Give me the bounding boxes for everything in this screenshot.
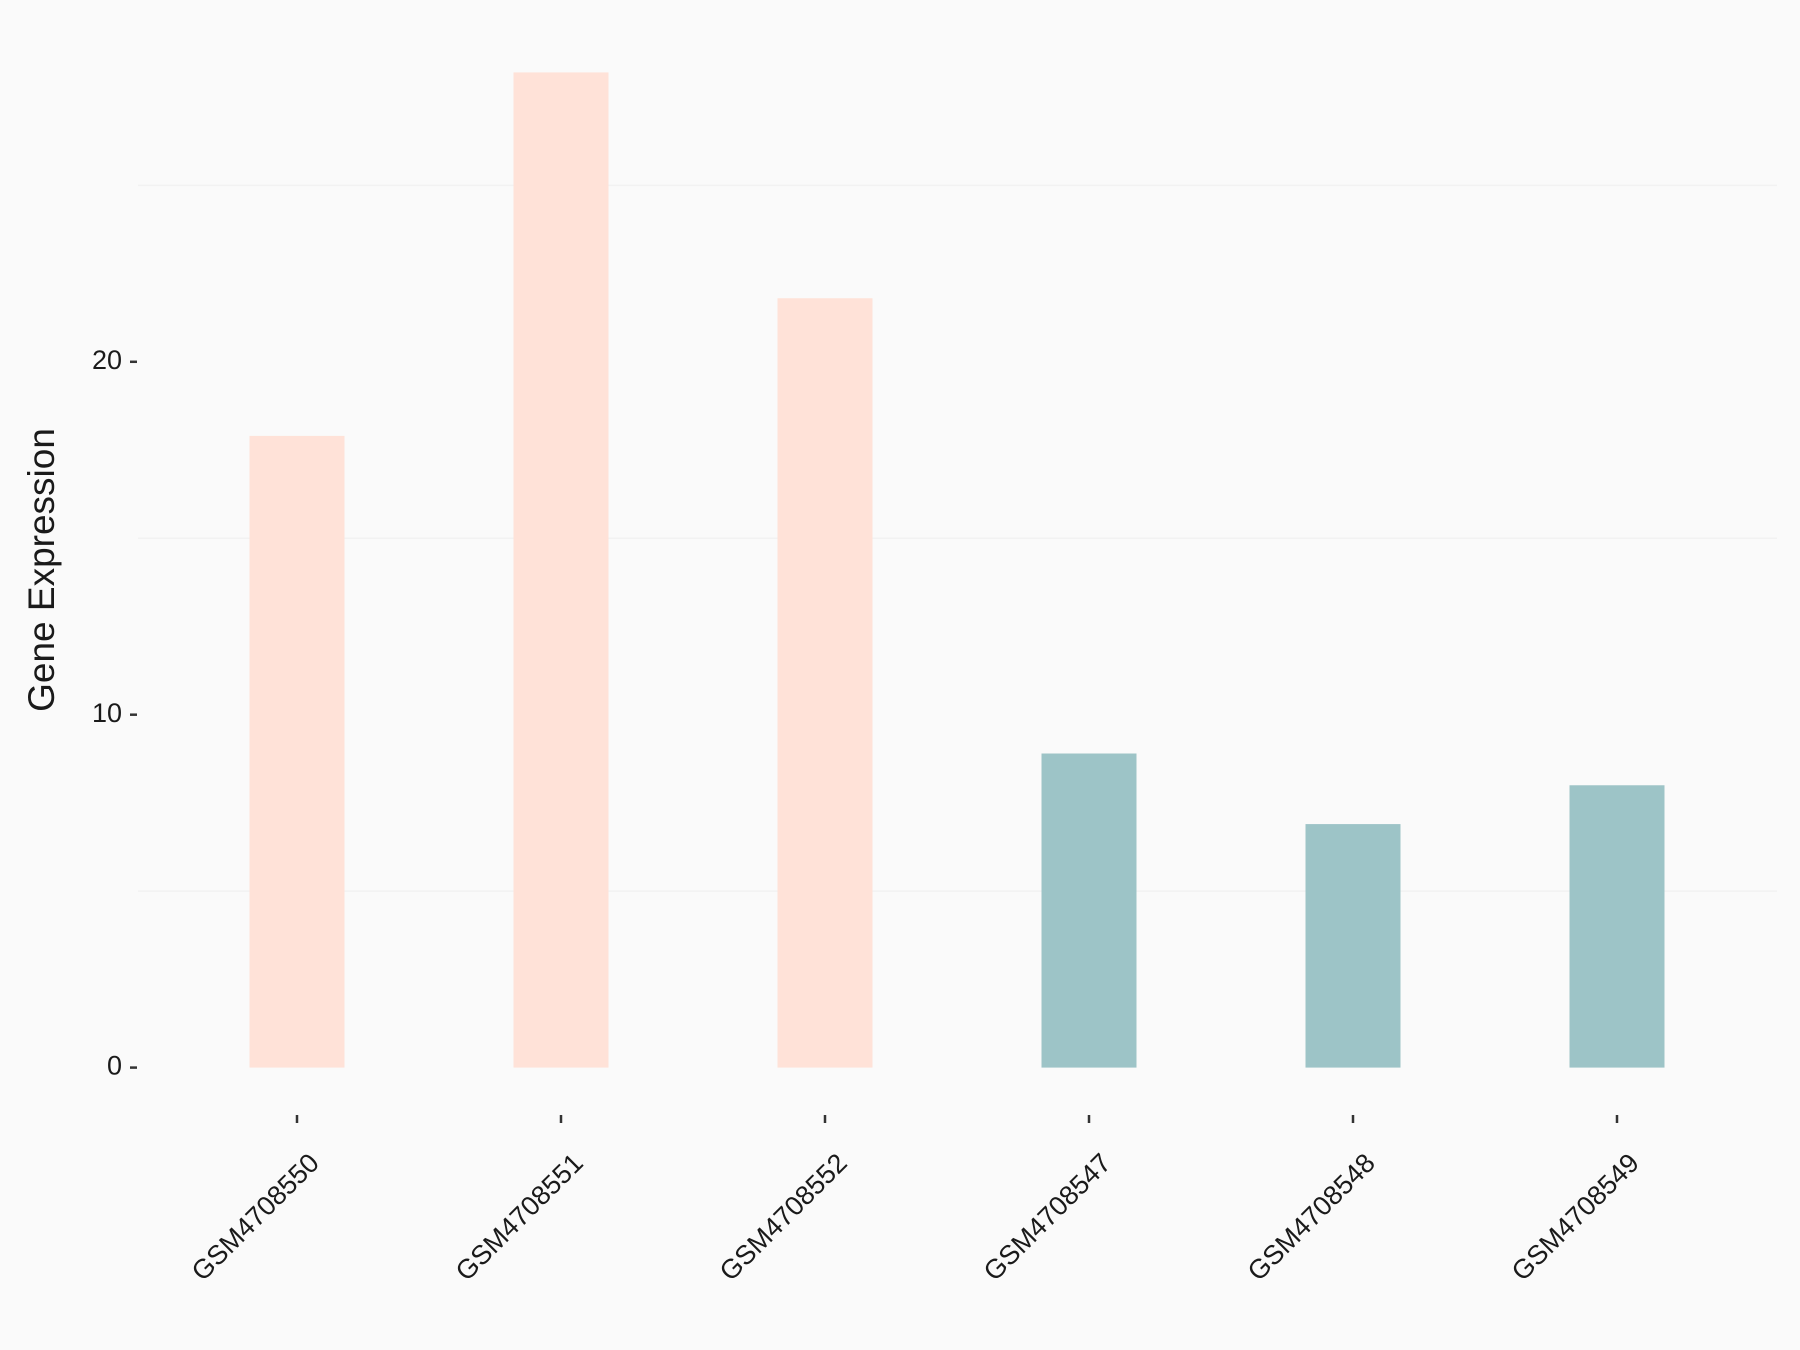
y-tick-label: 0 [107, 1051, 122, 1081]
y-tick-label: 10 [92, 698, 122, 728]
bar [249, 435, 345, 1068]
y-axis-title: Gene Expression [21, 428, 62, 712]
bar [1569, 785, 1665, 1068]
y-tick-label: 20 [92, 345, 122, 375]
bar [777, 298, 873, 1068]
bar [1041, 753, 1137, 1068]
bar [1305, 824, 1401, 1068]
bar [513, 72, 609, 1068]
